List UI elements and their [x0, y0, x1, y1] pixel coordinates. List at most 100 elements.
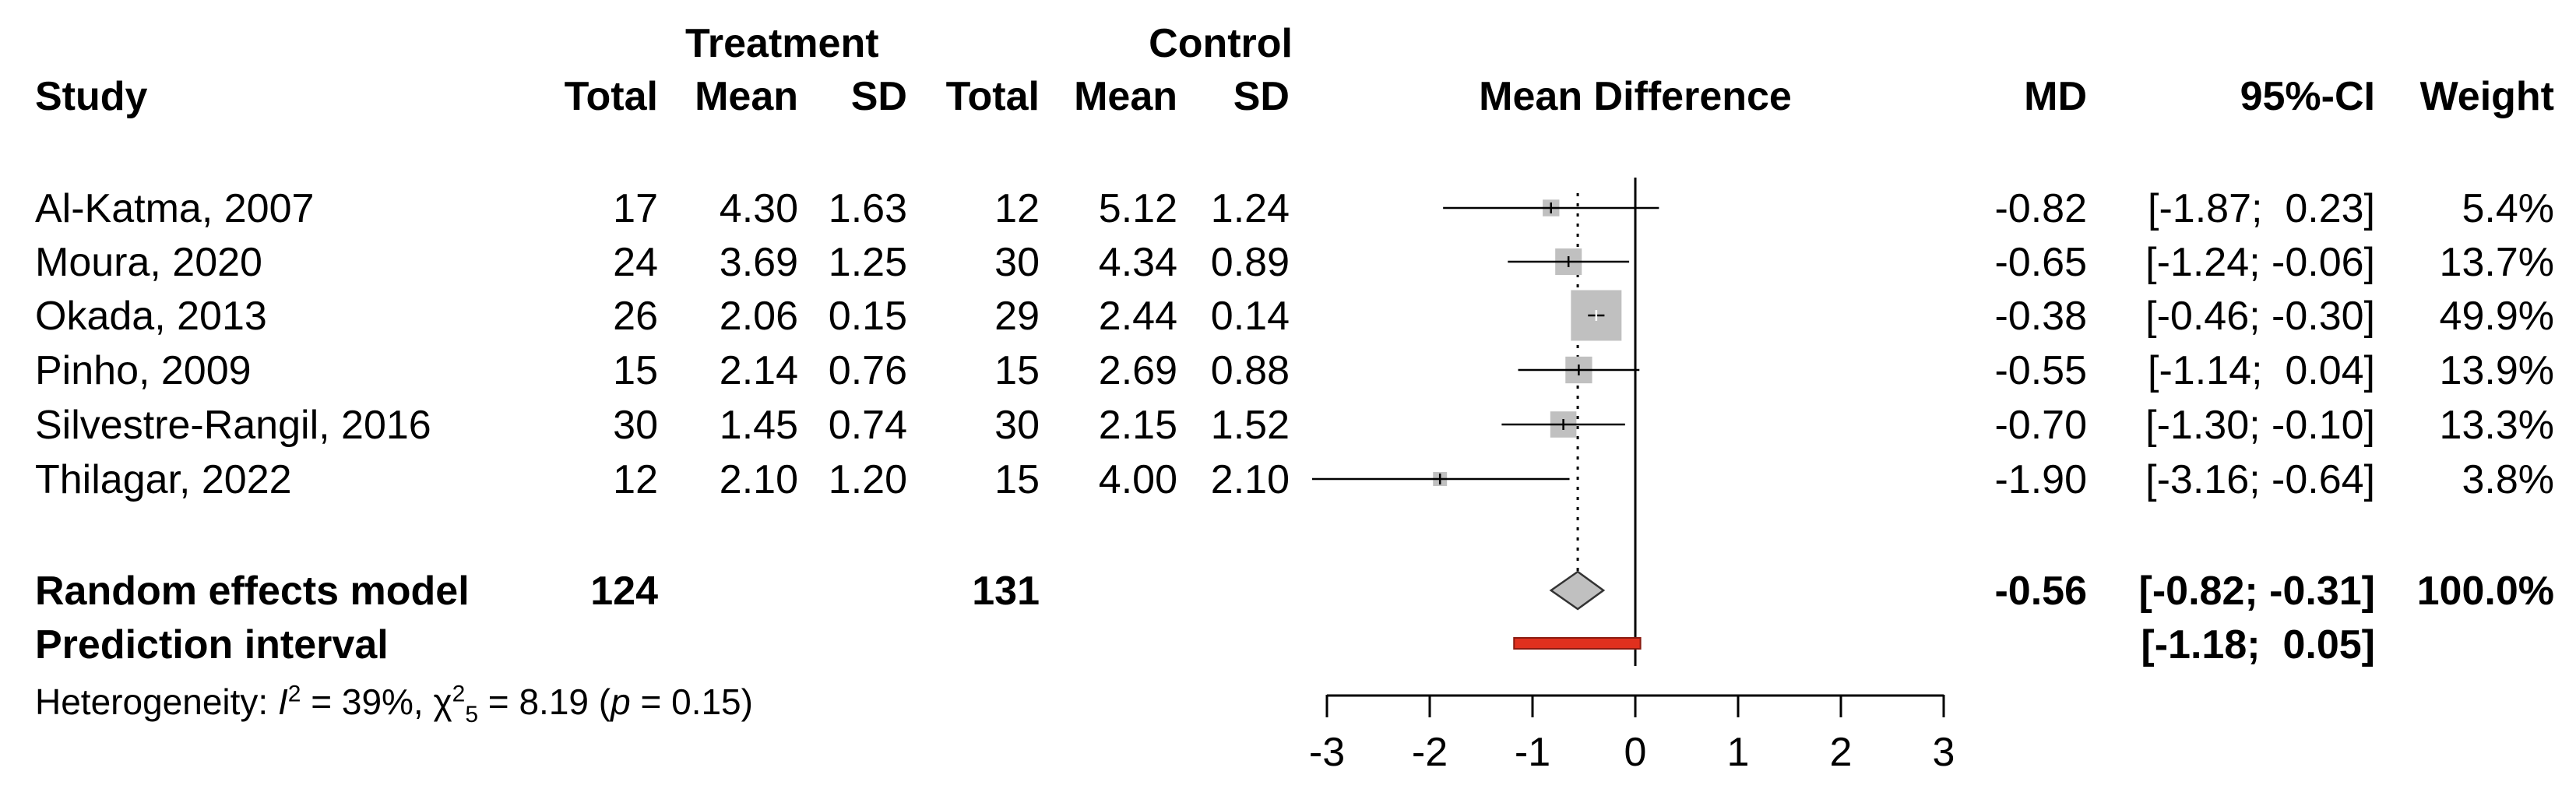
x-axis-tick-label: -3 [1309, 730, 1345, 775]
weight-value: 13.7% [2439, 240, 2554, 285]
t-sd: 1.20 [828, 457, 907, 502]
header-c-sd: SD [1233, 74, 1290, 119]
md-value: -0.65 [1994, 240, 2087, 285]
c-sd: 0.88 [1210, 348, 1290, 393]
header-weight: Weight [2419, 74, 2554, 119]
header-plot: Mean Difference [1479, 74, 1792, 119]
heterogeneity-text: Heterogeneity: I2 = 39%, χ25 = 8.19 (p =… [35, 681, 753, 727]
x-axis-tick-label: -2 [1412, 730, 1448, 775]
pooled-label: Random effects model [35, 569, 470, 614]
md-value: -0.55 [1994, 348, 2087, 393]
x-axis-tick-label: -1 [1515, 730, 1550, 775]
t-mean: 3.69 [719, 240, 798, 285]
p-symbol: p [611, 682, 631, 722]
t-mean: 2.14 [719, 348, 798, 393]
prediction-interval-bar [1513, 637, 1642, 650]
header-t-sd: SD [850, 74, 907, 119]
t-sd: 1.25 [828, 240, 907, 285]
weight-value: 13.9% [2439, 348, 2554, 393]
c-sd: 1.52 [1210, 403, 1290, 448]
weight-value: 5.4% [2462, 186, 2554, 231]
c-total: 30 [994, 240, 1040, 285]
ci-value: [-1.30; -0.10] [2145, 403, 2375, 448]
p-value: = 0.15) [630, 682, 753, 722]
md-value: -1.90 [1994, 457, 2087, 502]
heterogeneity-prefix: Heterogeneity: [35, 682, 278, 722]
t-sd: 0.15 [828, 294, 907, 339]
ci-value: [-3.16; -0.64] [2145, 457, 2375, 502]
c-total: 12 [994, 186, 1040, 231]
c-mean: 2.69 [1098, 348, 1177, 393]
t-sd: 0.74 [828, 403, 907, 448]
header-control: Control [1149, 21, 1293, 66]
c-total: 30 [994, 403, 1040, 448]
pooled-t-total: 124 [590, 569, 658, 614]
header-treatment: Treatment [685, 21, 879, 66]
c-total: 15 [994, 348, 1040, 393]
pooled-md: -0.56 [1994, 569, 2087, 614]
t-mean: 4.30 [719, 186, 798, 231]
ci-value: [-1.14; 0.04] [2148, 348, 2375, 393]
pooled-diamond [1549, 570, 1606, 611]
md-value: -0.70 [1994, 403, 2087, 448]
ci-value: [-1.87; 0.23] [2148, 186, 2375, 231]
pooled-ci: [-0.82; -0.31] [2138, 569, 2375, 614]
chi-symbol: χ [433, 682, 452, 722]
c-mean: 4.00 [1098, 457, 1177, 502]
t-total: 30 [613, 403, 658, 448]
md-value: -0.38 [1994, 294, 2087, 339]
ci-value: [-0.46; -0.30] [2145, 294, 2375, 339]
i-squared-symbol: I [277, 682, 288, 722]
i-squared-value: = 39%, [301, 682, 434, 722]
chi-df: 5 [465, 702, 479, 728]
c-sd: 1.24 [1210, 186, 1290, 231]
pooled-weight: 100.0% [2416, 569, 2554, 614]
header-c-total: Total [945, 74, 1040, 119]
ci-value: [-1.24; -0.06] [2145, 240, 2375, 285]
c-sd: 2.10 [1210, 457, 1290, 502]
study-name: Moura, 2020 [35, 240, 262, 285]
c-mean: 5.12 [1098, 186, 1177, 231]
x-axis-tick-label: 0 [1624, 730, 1647, 775]
study-name: Silvestre-Rangil, 2016 [35, 403, 431, 448]
t-total: 26 [613, 294, 658, 339]
c-sd: 0.14 [1210, 294, 1290, 339]
md-value: -0.82 [1994, 186, 2087, 231]
x-axis-tick-label: 3 [1933, 730, 1955, 775]
x-axis-tick-label: 1 [1727, 730, 1750, 775]
header-md: MD [2024, 74, 2087, 119]
c-mean: 4.34 [1098, 240, 1177, 285]
t-total: 24 [613, 240, 658, 285]
c-mean: 2.44 [1098, 294, 1177, 339]
weight-value: 3.8% [2462, 457, 2554, 502]
header-study: Study [35, 74, 148, 119]
weight-value: 49.9% [2439, 294, 2554, 339]
t-mean: 1.45 [719, 403, 798, 448]
weight-value: 13.3% [2439, 403, 2554, 448]
t-sd: 1.63 [828, 186, 907, 231]
header-t-total: Total [564, 74, 658, 119]
study-name: Thilagar, 2022 [35, 457, 292, 502]
study-name: Pinho, 2009 [35, 348, 252, 393]
study-name: Okada, 2013 [35, 294, 267, 339]
header-ci: 95%-CI [2240, 74, 2375, 119]
chi-exponent: 2 [452, 681, 466, 707]
t-mean: 2.06 [719, 294, 798, 339]
prediction-label: Prediction interval [35, 622, 389, 667]
c-sd: 0.89 [1210, 240, 1290, 285]
header-c-mean: Mean [1074, 74, 1177, 119]
t-total: 12 [613, 457, 658, 502]
t-sd: 0.76 [828, 348, 907, 393]
header-t-mean: Mean [695, 74, 798, 119]
c-total: 29 [994, 294, 1040, 339]
pooled-c-total: 131 [972, 569, 1040, 614]
t-total: 17 [613, 186, 658, 231]
study-name: Al-Katma, 2007 [35, 186, 315, 231]
prediction-ci: [-1.18; 0.05] [2141, 622, 2375, 667]
c-total: 15 [994, 457, 1040, 502]
c-mean: 2.15 [1098, 403, 1177, 448]
chi-value: = 8.19 ( [478, 682, 611, 722]
i-squared-exponent: 2 [287, 681, 301, 707]
